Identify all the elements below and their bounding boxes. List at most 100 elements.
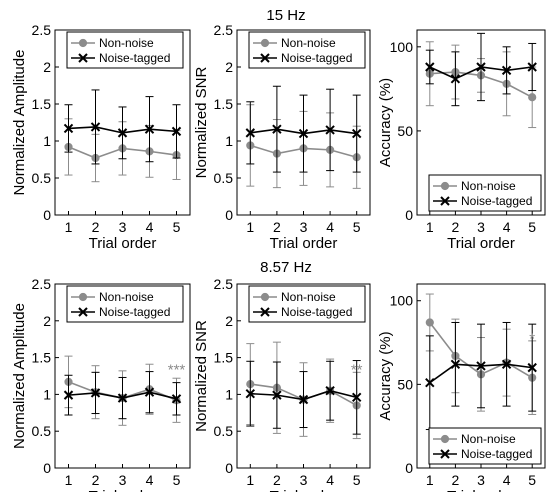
panel-r1c2-ytick-label: 2: [225, 59, 233, 75]
panel-r2c3-point-stroke-b: [501, 359, 512, 369]
panel-r2c1-ytick-label: 2.5: [32, 276, 52, 292]
panel-r1c2-legend-swatch-marker: [260, 38, 270, 48]
panel-r1c1-xtick-label: 1: [65, 219, 73, 235]
panel-r2c3-legend-label: Noise-tagged: [461, 447, 532, 461]
panel-r1c3-ytick-label: 0: [405, 207, 413, 223]
panel-r1c1-legend-label: Non-noise: [99, 36, 154, 50]
panel-r2c2-point-stroke-b: [298, 394, 309, 405]
panel-r1c2-point-stroke-b: [245, 128, 256, 138]
panel-r2c3-point: [476, 361, 486, 371]
panel-r1c2-xtick-label: 2: [273, 219, 281, 235]
panel-r1c2-point-stroke-b: [298, 128, 309, 139]
panel-r1c3-xtick-label: 1: [426, 219, 434, 235]
panel-r1c1-ytick-label: 0: [43, 207, 51, 223]
panel-r1c3-legend-label: Non-noise: [461, 179, 516, 193]
panel-r2c1-xtick-label: 2: [92, 472, 100, 488]
panel-r2c3-ytick-label: 50: [397, 376, 413, 392]
panel-r1c3-xtick-label: 2: [452, 219, 460, 235]
panel-r1c2-ytick-label: 1.5: [214, 96, 234, 112]
panel-r2c1-ytick-label: 0: [43, 460, 51, 476]
panel-r2c3-point-stroke-b: [527, 362, 537, 373]
panel-r2c2-ytick-label: 0.5: [214, 423, 234, 439]
panel-r1c2-ytick-label: 1: [225, 133, 233, 149]
panel-r2c1-y-axis-label: Normalized Amplitude: [11, 303, 28, 449]
panel-r1c3-legend-label: Noise-tagged: [461, 194, 532, 208]
panel-r1c1-ytick-label: 2.5: [32, 22, 52, 38]
panel-r2c1-legend-label: Non-noise: [99, 290, 154, 304]
panel-r2c2-xtick-label: 1: [246, 472, 254, 488]
panel-r1c3-xtick-label: 3: [477, 219, 485, 235]
panel-r1c3-point-stroke-b: [476, 62, 486, 72]
panel-r2c3-xtick-label: 4: [503, 472, 511, 488]
panel-r1c1: 0 0.5 1 1.5 2 2.5 1 2 3 4 5 Trial order Normalized A…: [11, 22, 191, 252]
panel-r1c1-point: [171, 126, 182, 137]
panel-r2c1-ytick-label: 1.5: [32, 350, 52, 366]
panel-r1c1-point-stroke-b: [171, 126, 182, 137]
panel-r2c3-xtick-label: 5: [528, 472, 536, 488]
panel-r1c1-ytick-label: 1.5: [32, 96, 52, 112]
panel-r1c1-point-stroke-b: [144, 124, 155, 134]
panel-r2c3-xtick-label: 2: [452, 472, 460, 488]
panel-r2c3-significance-mark: *: [529, 331, 535, 348]
panel-r2c3-point: [527, 362, 537, 373]
panel-r2c2-point-stroke-b: [325, 386, 335, 396]
panel-r1c2-y-axis-label: Normalized SNR: [193, 66, 210, 178]
panel-r2c1-xtick-label: 5: [173, 472, 181, 488]
panel-r2c2-y-axis-label: Normalized SNR: [193, 320, 210, 432]
panel-r2c2-legend-swatch-marker: [260, 292, 270, 302]
panel-r2c2-xtick-label: 3: [300, 472, 308, 488]
panel-r1c3-point-stroke-b: [501, 65, 512, 76]
panel-r2c2-ytick-label: 1.5: [214, 350, 234, 366]
panel-r2c2-legend-label: Noise-tagged: [281, 305, 352, 319]
panel-r2c1-point-stroke-b: [90, 388, 101, 398]
panel-r1c2-series-noise_tagged: [245, 85, 362, 173]
panel-r2c1-point-stroke-b: [171, 394, 182, 404]
panel-r2c3-xtick-label: 1: [426, 472, 434, 488]
panel-r2c3-y-axis-label: Accuracy (%): [377, 331, 394, 420]
panel-r1c1-point-stroke-b: [63, 123, 74, 134]
panel-r2c1-xtick-label: 3: [119, 472, 127, 488]
panel-r1c2-ytick-label: 0.5: [214, 170, 234, 186]
panel-r2c3-point-stroke-b: [425, 377, 435, 388]
panel-r2c3-point-stroke-b: [476, 361, 486, 371]
panel-r1c3-series-noise_tagged: [425, 32, 537, 107]
panel-r2c2: 0 0.5 1 1.5 2 2.5 1 2 3 4 5 Trial order Normalized S…: [193, 276, 371, 492]
panel-r1c3-point-stroke-b: [527, 62, 537, 72]
panel-r2c1-point: [117, 393, 128, 403]
panel-r2c2-ytick-label: 2.5: [214, 276, 234, 292]
panel-r2c1-point: [90, 388, 101, 398]
panel-r2c2-xtick-label: 2: [273, 472, 281, 488]
panel-r1c2-point: [351, 128, 362, 139]
panel-r1c2-point: [325, 125, 335, 135]
panel-r1c2-legend-label: Noise-tagged: [281, 51, 352, 65]
panel-r1c2: 0 0.5 1 1.5 2 2.5 1 2 3 4 5 Trial order Normalized S…: [193, 22, 371, 252]
panel-r1c3-point: [528, 93, 537, 102]
panel-r1c2-point: [272, 124, 282, 134]
panel-r2c1-point: [171, 394, 182, 404]
panel-r1c3-point: [450, 74, 461, 84]
panel-r1c2-point-stroke-b: [351, 128, 362, 139]
panel-r1c2-xtick-label: 4: [326, 219, 334, 235]
panel-r2c1: 0 0.5 1 1.5 2 2.5 1 2 3 4 5 Trial order Normalized A…: [11, 276, 191, 492]
panel-r1c1-xtick-label: 4: [146, 219, 154, 235]
panel-r2c2-point-stroke-b: [351, 392, 362, 403]
panel-r1c3-x-axis-label: Trial order: [447, 235, 515, 252]
panel-r2c1-xtick-label: 4: [146, 472, 154, 488]
panel-r2c3-point: [425, 318, 434, 327]
panel-r1c1-legend-swatch-marker: [78, 38, 88, 48]
panel-r1c1-legend-swatch-marker: [78, 53, 88, 63]
panel-r1c3-ytick-label: 100: [390, 39, 414, 55]
panel-r2c3-ytick-label: 100: [390, 293, 414, 309]
panel-r2c3-series-noise_tagged: [425, 321, 537, 431]
panel-r2c1-point: [63, 390, 74, 400]
panel-r1c2-point: [245, 128, 256, 138]
panel-r2c2-point-stroke-b: [272, 390, 282, 400]
panel-r2c1-legend-label: Noise-tagged: [99, 305, 170, 319]
panel-r2c2-xtick-label: 4: [326, 472, 334, 488]
panel-r2c3-xtick-label: 3: [477, 472, 485, 488]
panel-r1c1-y-axis-label: Normalized Amplitude: [11, 50, 28, 196]
panel-r1c1-ytick-label: 0.5: [32, 170, 52, 186]
